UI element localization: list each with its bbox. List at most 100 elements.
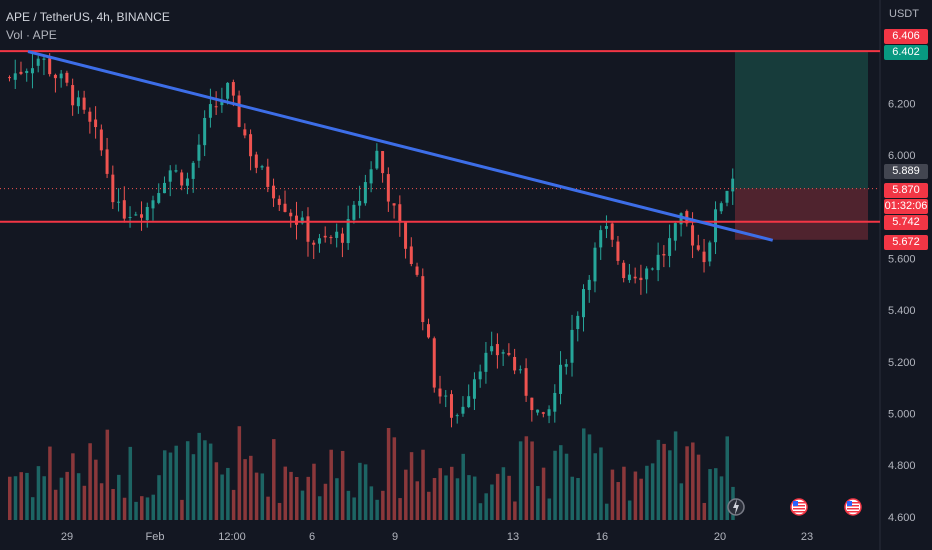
candle-body (260, 166, 264, 168)
volume-bar (559, 445, 563, 520)
x-tick-label: 13 (507, 531, 519, 543)
candle-body (65, 72, 69, 83)
volume-bar (352, 497, 356, 520)
badge-last-price: 5.870 (884, 183, 928, 198)
volume-bar (180, 499, 184, 520)
volume-bar (105, 429, 110, 520)
us-flag-icon (790, 498, 808, 516)
candle-body (231, 82, 235, 96)
candle-body (409, 246, 413, 264)
volume-bar (553, 450, 557, 520)
volume-bar (134, 501, 138, 520)
candle-body (432, 338, 436, 388)
candle-body (392, 203, 396, 206)
candle-body (455, 415, 459, 417)
candle-body (82, 97, 86, 110)
volume-bar (599, 447, 603, 520)
candle-body (94, 119, 98, 128)
candle-body (312, 242, 316, 245)
volume-bar (185, 441, 190, 520)
candle-body (36, 58, 40, 66)
candle-body (449, 394, 453, 418)
volume-bar (48, 446, 52, 520)
candle-body (122, 200, 126, 219)
volume-bar (122, 497, 127, 520)
volume-bar (622, 466, 626, 520)
candle-body (8, 77, 11, 79)
candle-body (48, 58, 52, 75)
volume-bar (656, 439, 661, 520)
candle-body (467, 396, 471, 408)
candle-body (335, 231, 339, 238)
volume-bar (266, 496, 270, 520)
volume-bar (679, 483, 684, 520)
candle-body (283, 203, 287, 212)
volume-bar (82, 485, 87, 520)
volume-bar (409, 452, 414, 520)
volume-bar (277, 502, 282, 520)
candle-body (662, 254, 666, 256)
volume-bar (593, 453, 597, 520)
volume-bar (295, 476, 299, 520)
volume-bar (668, 450, 672, 520)
volume-bar (673, 431, 678, 520)
volume-bar (197, 432, 201, 520)
x-tick-label: 23 (801, 531, 813, 543)
badge-resistance-b: 6.402 (884, 45, 928, 60)
volume-bar (444, 475, 448, 520)
volume-bar (117, 474, 121, 520)
volume-bar (719, 476, 724, 520)
candle-body (639, 277, 643, 281)
volume-bar (237, 426, 242, 520)
candle-body (381, 151, 385, 174)
candle-body (358, 200, 362, 206)
volume-bar (340, 450, 345, 520)
y-tick-label: 5.600 (888, 253, 916, 265)
candle-body (386, 174, 390, 202)
volume-bar (53, 489, 58, 520)
volume-bar (226, 467, 230, 520)
candle-body (524, 368, 528, 396)
candle-body (650, 268, 654, 270)
volume-bar (157, 475, 161, 520)
volume-bar (260, 473, 265, 520)
candle-body (180, 172, 184, 186)
candle-body (174, 170, 178, 172)
volume-bar (398, 498, 402, 520)
volume-bar (174, 445, 178, 520)
volume-bar (13, 476, 18, 520)
volume-bar (30, 497, 35, 520)
volume-bar (272, 439, 276, 520)
volume-bar (645, 465, 649, 520)
volume-bar (467, 475, 471, 520)
candle-body (352, 204, 356, 220)
candle-body (197, 144, 201, 161)
candle-body (530, 397, 534, 411)
volume-bar (358, 462, 362, 520)
volume-bar (495, 473, 500, 520)
volume-bar (432, 477, 437, 520)
candle-body (553, 392, 557, 412)
candle-body (203, 117, 207, 146)
volume-bar (685, 446, 689, 520)
volume-bar (88, 443, 92, 520)
candle-body (656, 254, 660, 271)
candle-body (226, 82, 230, 99)
volume-bar (231, 489, 236, 520)
volume-bar (335, 478, 339, 520)
volume-bar (513, 501, 517, 520)
volume-bar (702, 502, 707, 520)
volume-bar (576, 478, 580, 520)
candle-body (610, 223, 614, 240)
volume-bar (19, 472, 23, 520)
volume-bar (191, 454, 196, 520)
candle-body (444, 395, 448, 397)
volume-bar (421, 449, 425, 520)
y-tick-label: 6.200 (888, 98, 916, 110)
candle-body (340, 233, 344, 243)
volume-bar (151, 494, 155, 520)
volume-bar (404, 469, 408, 520)
volume-bar (386, 427, 391, 520)
candle-body (576, 315, 580, 330)
